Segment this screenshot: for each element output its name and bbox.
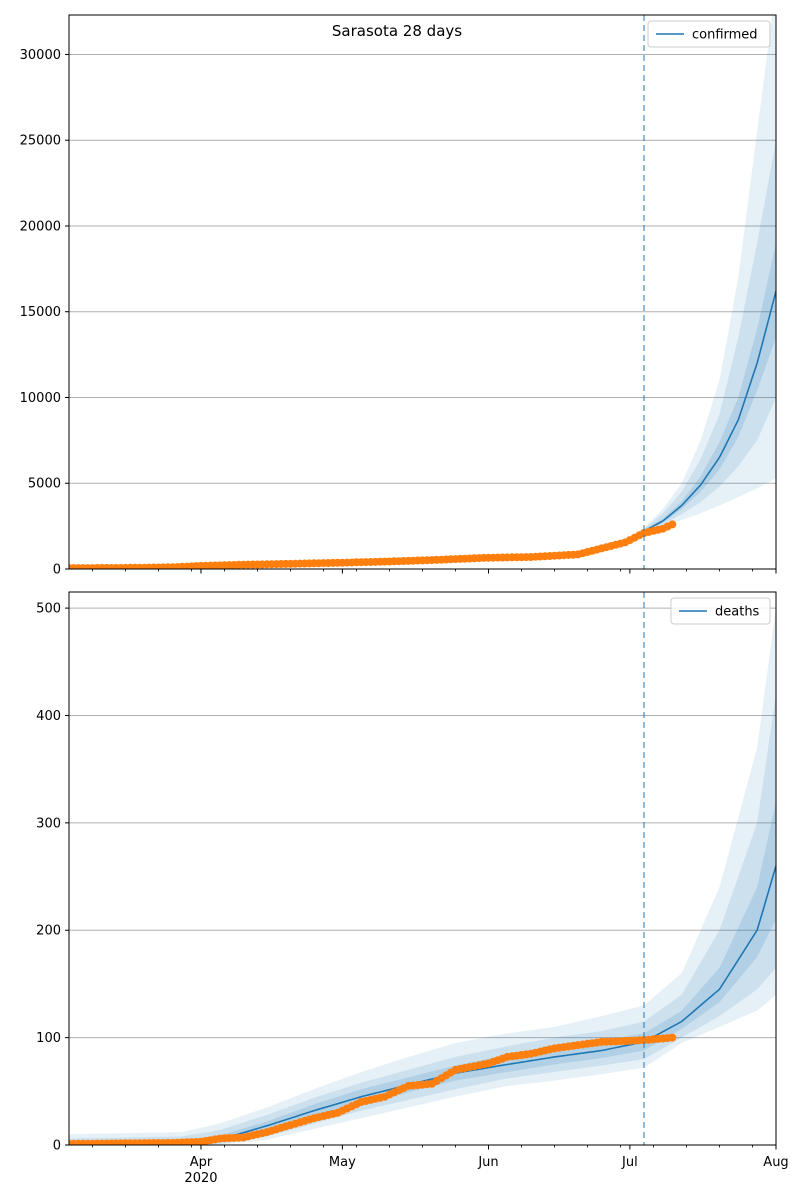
uncertainty-band [69, 801, 776, 1145]
x-tick-label: Jul [621, 1155, 638, 1170]
legend-box [647, 20, 771, 48]
y-tick-label: 0 [53, 1139, 61, 1154]
observed-point [668, 1033, 677, 1042]
uncertainty-band [644, 140, 776, 533]
observed-point [668, 520, 677, 529]
legend-label: deaths [715, 605, 760, 620]
legend-box [670, 597, 771, 625]
model-line [643, 290, 776, 533]
y-tick-label: 5000 [28, 477, 61, 492]
axes-frame [68, 14, 777, 570]
confirmed-panel: 0 5000 10000 15000 20000 25000 30000 confirmed [20, 14, 777, 578]
y-tick-label: 15000 [20, 305, 61, 320]
y-tick-label: 200 [36, 924, 61, 939]
x-tick-label: Aug [763, 1155, 788, 1170]
y-tick-label: 500 [36, 602, 61, 617]
y-tick-label: 20000 [20, 219, 61, 234]
x-tick-label: Apr [190, 1155, 213, 1170]
x-tick-label: May [329, 1155, 356, 1170]
y-tick-label: 10000 [20, 391, 61, 406]
legend-label: confirmed [692, 28, 758, 43]
x-tick-year-label: 2020 [184, 1171, 217, 1186]
y-tick-label: 25000 [20, 134, 61, 149]
y-tick-label: 300 [36, 816, 61, 831]
plot-area [69, 15, 776, 569]
chart-title: Sarasota 28 days [332, 22, 462, 40]
plot-area [69, 608, 776, 1145]
y-tick-label: 0 [53, 563, 61, 578]
y-tick-label: 100 [36, 1031, 61, 1046]
y-tick-label: 400 [36, 709, 61, 724]
x-tick-label: Jun [477, 1155, 498, 1170]
y-tick-label: 30000 [20, 48, 61, 63]
uncertainty-band [69, 694, 776, 1145]
uncertainty-band [69, 608, 776, 1145]
